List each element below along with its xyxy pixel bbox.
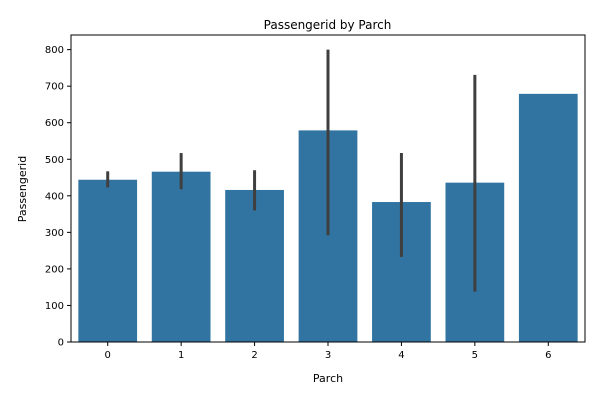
x-tick-label-2: 2 [251,350,257,361]
x-tick-label-4: 4 [398,350,404,361]
y-axis-label: Passengerid [16,156,29,222]
x-tick-label-5: 5 [472,350,478,361]
bar-1 [151,171,211,342]
x-tick-label-6: 6 [545,350,551,361]
bar-0 [78,179,138,342]
y-axis: 0 100 200 300 400 500 600 700 800 [45,45,71,349]
y-tick-label-500: 500 [45,155,64,166]
bar-2 [225,189,284,342]
x-axis: 0 1 2 3 4 5 6 [105,342,551,361]
chart-title: Passengerid by Parch [264,18,392,32]
x-tick-label-0: 0 [105,350,111,361]
error-bars-group [106,49,477,292]
y-tick-label-100: 100 [45,301,64,312]
x-tick-label-1: 1 [178,350,184,361]
bar-6 [518,93,578,342]
y-tick-label-700: 700 [45,82,64,93]
x-axis-label: Parch [313,372,343,385]
x-tick-label-3: 3 [325,350,331,361]
y-tick-label-300: 300 [45,228,64,239]
y-tick-label-0: 0 [58,338,64,349]
y-tick-label-600: 600 [45,118,64,129]
y-tick-label-400: 400 [45,191,64,202]
y-tick-label-800: 800 [45,45,64,56]
y-tick-label-200: 200 [45,264,64,275]
